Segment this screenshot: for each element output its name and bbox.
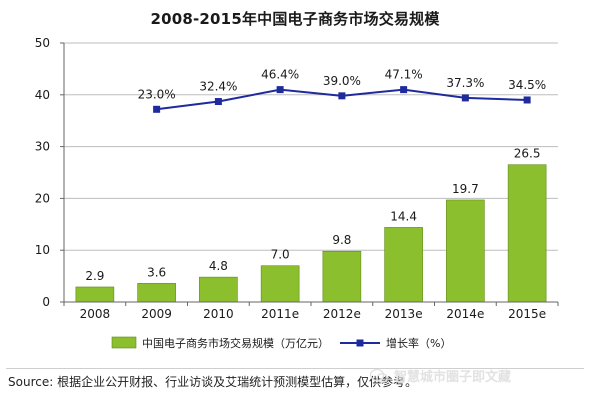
- growth-marker: [153, 105, 161, 113]
- bar: [507, 164, 547, 303]
- y-tick-label: 40: [35, 88, 50, 102]
- bar: [137, 283, 176, 303]
- y-tick-label: 10: [35, 243, 50, 257]
- bar-data-label: 19.7: [452, 182, 479, 196]
- growth-data-label: 39.0%: [323, 74, 361, 88]
- bar-labels: 2.9 3.6 4.8 7.0 9.8 14.4 19.7 26.5: [85, 147, 540, 283]
- growth-data-label: 37.3%: [446, 76, 484, 90]
- bar-data-label: 2.9: [85, 269, 104, 283]
- growth-line-series: [153, 86, 531, 113]
- bar: [322, 250, 362, 303]
- legend-line-marker: [356, 339, 364, 347]
- bar-data-label: 9.8: [332, 233, 351, 247]
- growth-marker: [276, 86, 284, 94]
- bar: [260, 265, 300, 303]
- growth-labels: 23.0% 32.4% 46.4% 39.0% 47.1% 37.3% 34.5%: [138, 68, 547, 102]
- bar-data-label: 4.8: [209, 259, 228, 273]
- wechat-icon: [370, 368, 388, 383]
- bar-data-label: 14.4: [390, 209, 417, 223]
- x-tick-label: 2015e: [508, 307, 546, 321]
- growth-marker: [214, 98, 222, 106]
- y-tick-label: 50: [35, 36, 50, 50]
- y-axis: 0 10 20 30 40 50: [35, 36, 65, 309]
- legend-bar-swatch: [111, 336, 137, 349]
- growth-data-label: 34.5%: [508, 78, 546, 92]
- x-tick-label: 2013e: [385, 307, 423, 321]
- growth-data-label: 47.1%: [385, 68, 423, 82]
- legend-bar-label: 中国电子商务市场交易规模（万亿元）: [142, 336, 329, 350]
- x-tick-label: 2010: [203, 307, 234, 321]
- legend-line-label: 增长率（%）: [386, 336, 451, 350]
- bar: [75, 286, 115, 303]
- x-tick-label: 2012e: [323, 307, 361, 321]
- source-note: Source: 根据企业公开财报、行业访谈及艾瑞统计预测模型估算，仅供参考。: [8, 375, 418, 389]
- legend: 中国电子商务市场交易规模（万亿元） 增长率（%）: [111, 336, 451, 350]
- y-tick-label: 30: [35, 140, 50, 154]
- bar-data-label: 3.6: [147, 265, 166, 279]
- growth-marker: [338, 92, 346, 100]
- watermark: 智慧城市圈子即文藏: [394, 370, 512, 385]
- bar: [199, 276, 238, 303]
- growth-marker: [523, 96, 531, 104]
- growth-marker: [461, 94, 469, 102]
- bar: [384, 227, 423, 303]
- growth-data-label: 46.4%: [261, 68, 299, 82]
- bar: [446, 199, 485, 303]
- bar-series: [75, 164, 547, 303]
- growth-data-label: 23.0%: [138, 87, 176, 101]
- x-tick-label: 2014e: [446, 307, 484, 321]
- chart-title: 2008-2015年中国电子商务市场交易规模: [150, 10, 440, 28]
- growth-marker: [400, 86, 408, 94]
- y-tick-label: 0: [42, 295, 50, 309]
- x-tick-label: 2009: [141, 307, 172, 321]
- bar-data-label: 26.5: [514, 147, 541, 161]
- growth-data-label: 32.4%: [199, 80, 237, 94]
- bar-data-label: 7.0: [271, 248, 290, 262]
- x-axis: 2008 2009 2010 2011e 2012e 2013e 2014e 2015e: [63, 301, 559, 321]
- y-tick-label: 20: [35, 191, 50, 205]
- x-tick-label: 2008: [80, 307, 111, 321]
- x-tick-label: 2011e: [261, 307, 299, 321]
- footer-divider: [6, 368, 584, 369]
